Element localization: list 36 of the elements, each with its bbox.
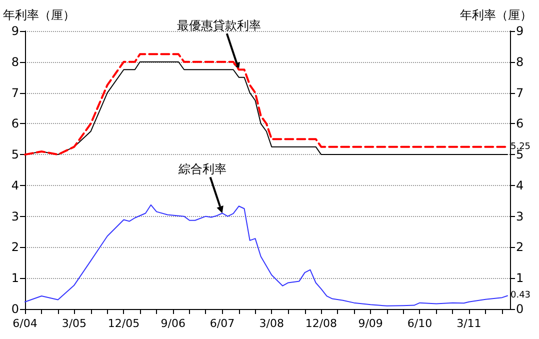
y2-tick-label: 2: [516, 240, 524, 254]
y-axis-title: 年利率（厘）: [3, 8, 75, 22]
y2-tick-label: 0: [516, 302, 524, 316]
y2-tick-label: 7: [516, 86, 524, 100]
x-tick-label: 12/08: [305, 317, 338, 330]
y2-axis-title: 年利率（厘）: [460, 8, 532, 22]
y2-tick-label: 9: [516, 24, 524, 38]
x-tick-label: 9/06: [160, 317, 186, 330]
y-tick-label: 5: [11, 148, 19, 162]
y-tick-label: 3: [11, 209, 19, 224]
y-tick-label: 8: [11, 54, 19, 69]
x-tick-label: 9/09: [358, 317, 383, 330]
y2-tick-label: 4: [516, 178, 524, 192]
x-tick-label: 6/07: [210, 317, 235, 330]
annotation: 最優惠貸款利率: [176, 18, 261, 33]
y-tick-label: 6: [11, 116, 19, 131]
y-tick-label: 9: [11, 24, 19, 38]
annotation: 綜合利率: [177, 162, 226, 176]
x-tick-label: 6/10: [407, 317, 432, 330]
x-tick-label: 6/04: [12, 317, 38, 330]
y2-tick-label: 8: [516, 54, 524, 69]
x-tick-label: 3/05: [62, 317, 87, 330]
x-tick-label: 3/08: [259, 317, 284, 330]
line-series: [24, 204, 508, 306]
y-tick-label: 0: [11, 302, 19, 316]
y-tick-label: 1: [11, 271, 19, 286]
x-tick-label: 3/11: [456, 317, 482, 330]
data-label: 0.43: [510, 290, 531, 301]
y-tick-label: 2: [11, 240, 19, 254]
y2-tick-label: 5: [516, 148, 524, 162]
y2-tick-label: 3: [516, 209, 524, 224]
x-tick-label: 12/05: [108, 317, 140, 330]
y2-tick-label: 6: [516, 116, 524, 131]
y-tick-label: 7: [11, 86, 19, 100]
y2-tick-label: 1: [516, 271, 524, 286]
y-tick-label: 4: [11, 178, 19, 192]
